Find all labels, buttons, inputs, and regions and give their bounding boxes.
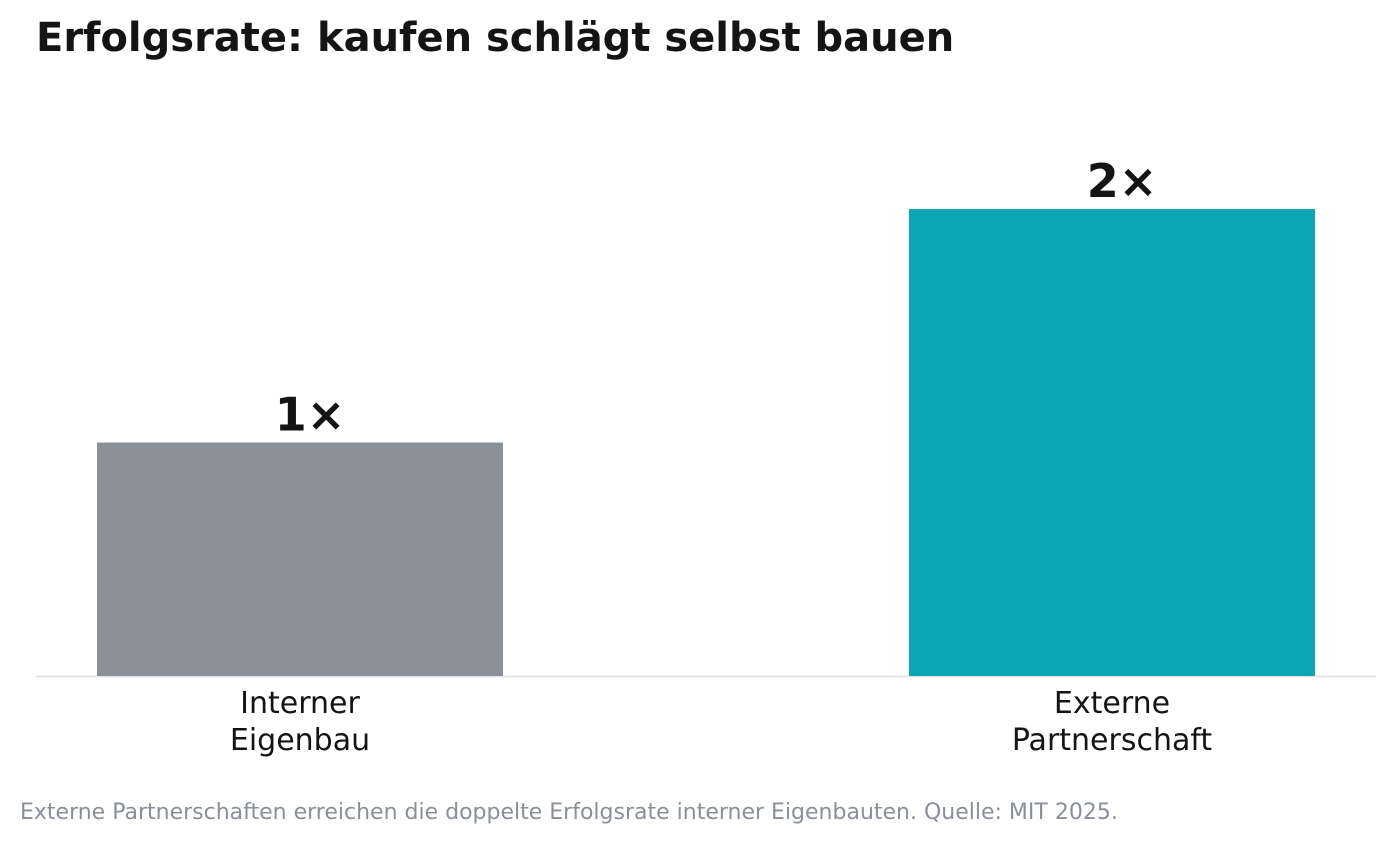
bar	[909, 209, 1315, 677]
x-tick-label: Interner Eigenbau	[230, 686, 370, 758]
chart-title: Erfolgsrate: kaufen schlägt selbst bauen	[36, 15, 955, 61]
footnote: Externe Partnerschaften erreichen die do…	[20, 800, 1118, 825]
bar-chart: 1× Interner Eigenbau 2× Externe Partnerschaft	[36, 154, 1376, 758]
data-label: 1×	[275, 388, 346, 442]
bar	[97, 442, 503, 676]
data-label: 2×	[1087, 154, 1158, 208]
x-tick-label: Externe Partnerschaft	[1012, 686, 1213, 758]
